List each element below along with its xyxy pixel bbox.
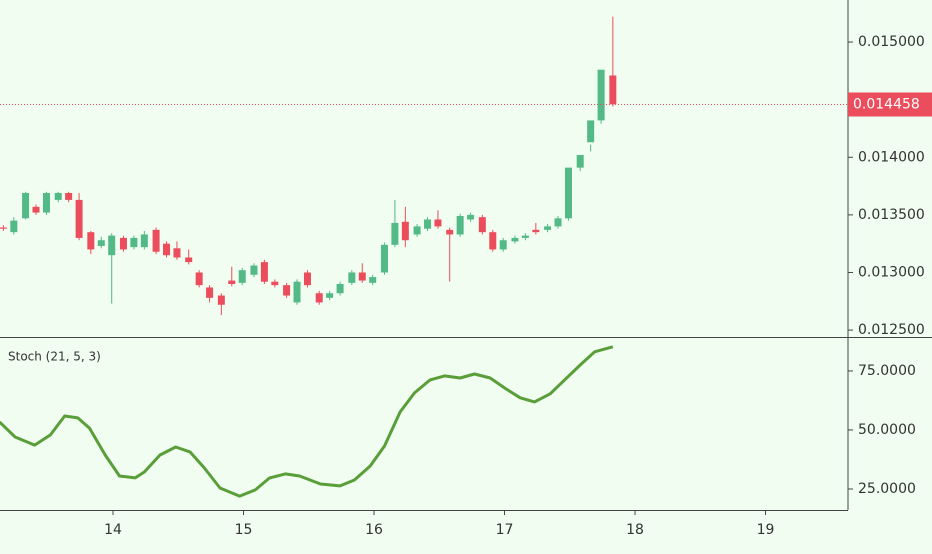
candle-body [348, 272, 356, 283]
candle-body [587, 120, 595, 143]
y-tick-label: 25.0000 [858, 481, 916, 497]
stoch-line [0, 345, 614, 498]
indicator-title: Stoch (21, 5, 3) [8, 350, 101, 364]
x-tick-label: 16 [365, 522, 383, 538]
candle-body [478, 217, 486, 233]
candle-body [358, 272, 366, 281]
candle-body [163, 243, 171, 256]
y-tick-label: 0.012500 [858, 322, 925, 338]
candle-body [554, 218, 562, 227]
candle-body [97, 240, 105, 246]
last-price-label: 0.014458 [853, 96, 920, 112]
candle-body [87, 232, 95, 250]
candle-body [456, 216, 464, 235]
candle-body [206, 287, 214, 298]
candle-body [315, 293, 323, 303]
candle-body [413, 226, 421, 235]
candle-body [54, 192, 62, 200]
candle-body [532, 229, 540, 233]
candle-body [152, 229, 160, 252]
candle-body [238, 270, 246, 283]
candle-body [544, 226, 552, 230]
candle-body [369, 277, 377, 283]
candle-body [228, 280, 236, 285]
candle-body [173, 248, 181, 258]
candle-body [326, 293, 334, 298]
candle-body [499, 240, 507, 250]
candle-body [401, 221, 409, 241]
y-tick-label: 0.015000 [858, 34, 925, 50]
candle-body [303, 272, 311, 286]
candle-body [119, 237, 127, 250]
candle-body [576, 154, 584, 168]
candle-body [521, 235, 529, 238]
candle-body [336, 284, 344, 294]
x-tick-label: 15 [235, 522, 253, 538]
last-price-box [848, 92, 932, 117]
y-tick-label: 0.013000 [858, 264, 925, 280]
candle-body [609, 75, 617, 105]
candle-body [195, 272, 203, 286]
candle-body [424, 219, 432, 229]
candle-body [511, 237, 519, 242]
candle-body [0, 227, 7, 229]
candle-body [32, 206, 40, 213]
candle-body [185, 257, 193, 263]
candle-body [22, 192, 30, 219]
x-tick-label: 14 [104, 522, 122, 538]
y-tick-label: 75.0000 [858, 363, 916, 379]
candle-body [42, 192, 50, 213]
candle-body [564, 167, 572, 219]
candle-body [467, 214, 475, 220]
candle-body [75, 199, 83, 238]
candle-body [391, 222, 399, 245]
candle-body [597, 69, 605, 121]
candle-body [65, 192, 73, 200]
candle-body [271, 281, 279, 286]
candle-body [140, 234, 148, 248]
candle-body [10, 220, 18, 233]
candle-body [293, 281, 301, 303]
x-tick-label: 17 [496, 522, 514, 538]
candle-body [380, 244, 388, 273]
y-tick-label: 0.014000 [858, 149, 925, 165]
x-tick-label: 18 [626, 522, 644, 538]
candle-body [446, 229, 454, 235]
candle-body [434, 219, 442, 227]
candle-body [217, 295, 225, 305]
y-tick-label: 50.0000 [858, 422, 916, 438]
y-tick-label: 0.013500 [858, 207, 925, 223]
x-tick-label: 19 [757, 522, 775, 538]
candle-body [130, 237, 138, 248]
candle-body [489, 232, 497, 250]
candle-body [260, 262, 268, 282]
candle-body [283, 285, 291, 296]
candle-body [108, 235, 116, 256]
candle-body [250, 265, 258, 275]
